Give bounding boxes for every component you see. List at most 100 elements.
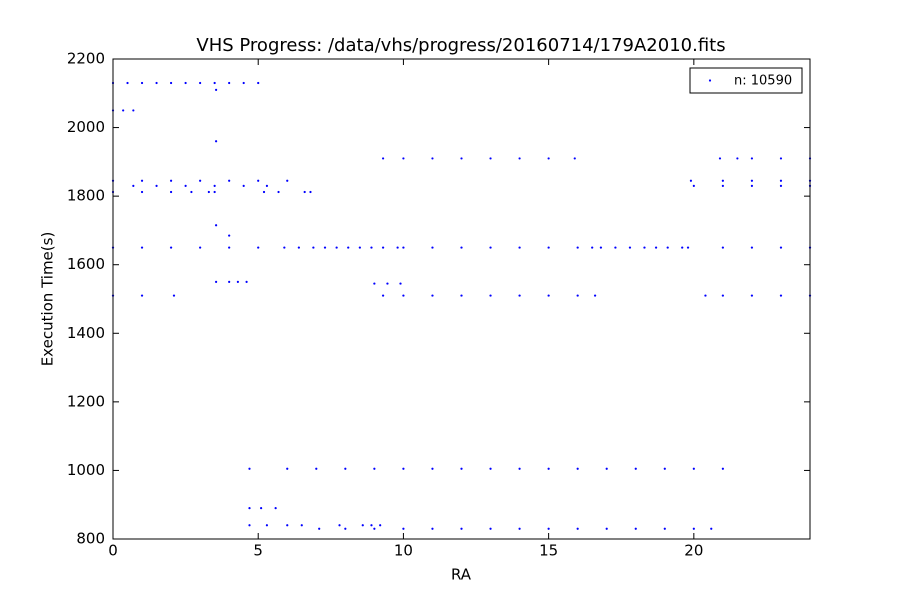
point (155, 184, 158, 187)
x-tick-label: 20 (684, 542, 703, 560)
point (140, 81, 144, 85)
point (265, 524, 269, 527)
point (309, 190, 312, 194)
point (379, 524, 382, 527)
point (518, 527, 521, 530)
point (213, 81, 216, 85)
point (779, 184, 783, 187)
point (599, 246, 603, 249)
point (126, 81, 129, 85)
point (213, 184, 216, 187)
point (431, 246, 434, 249)
point (184, 184, 187, 187)
point (547, 527, 550, 530)
point (169, 179, 173, 182)
point (576, 246, 579, 249)
point (155, 81, 158, 85)
point (312, 246, 315, 249)
point (518, 467, 521, 470)
point (399, 282, 402, 285)
y-tick-label: 1600 (67, 255, 105, 273)
point (248, 507, 251, 510)
y-tick-label: 1800 (67, 187, 105, 205)
point (431, 467, 434, 470)
point (573, 157, 576, 160)
point (576, 467, 579, 470)
point (122, 109, 125, 112)
point (402, 294, 405, 297)
point (489, 294, 492, 297)
point (347, 246, 350, 249)
point (431, 157, 434, 160)
point (721, 246, 724, 249)
point (262, 190, 266, 194)
point (190, 190, 193, 194)
point (199, 246, 202, 249)
point (257, 246, 260, 249)
point (736, 157, 739, 160)
point (236, 280, 239, 283)
point (666, 246, 669, 249)
point (373, 467, 376, 470)
y-tick-label: 2200 (67, 50, 105, 68)
point (431, 294, 434, 297)
plot-frame (112, 58, 811, 540)
point (750, 184, 754, 187)
point (214, 224, 218, 227)
point (370, 524, 373, 527)
point (396, 246, 399, 249)
x-axis-label: RA (451, 566, 472, 584)
point (721, 179, 724, 182)
point (286, 467, 289, 470)
point (132, 109, 135, 112)
point (228, 246, 231, 249)
legend-marker (708, 79, 712, 82)
point (547, 467, 550, 470)
point (460, 294, 463, 297)
point (779, 294, 783, 297)
point (692, 467, 695, 470)
point (686, 246, 690, 249)
point (704, 294, 707, 297)
point (228, 81, 231, 85)
point (248, 524, 251, 527)
point (373, 527, 376, 530)
point (335, 246, 338, 249)
x-tick-label: 0 (108, 542, 118, 560)
point (692, 184, 695, 187)
point (518, 157, 521, 160)
point (460, 467, 463, 470)
point (576, 294, 579, 297)
point (402, 246, 405, 249)
point (274, 507, 277, 510)
point (381, 157, 385, 160)
point (547, 246, 550, 249)
x-tick-label: 15 (539, 542, 558, 560)
point (750, 179, 754, 182)
point (402, 157, 405, 160)
point (547, 294, 550, 297)
point (750, 157, 754, 160)
point (245, 280, 248, 283)
point (710, 527, 713, 530)
point (207, 190, 210, 194)
point (228, 179, 231, 182)
point (242, 81, 245, 85)
point (402, 467, 405, 470)
point (248, 467, 251, 470)
point (338, 524, 341, 527)
point (300, 524, 303, 527)
point (169, 190, 173, 194)
point (605, 467, 608, 470)
point (721, 294, 724, 297)
point (386, 282, 389, 285)
point (593, 294, 597, 297)
x-tick-label: 5 (253, 542, 263, 560)
point (213, 190, 216, 194)
point (381, 246, 385, 249)
y-tick-label: 1400 (67, 324, 105, 342)
point (297, 246, 300, 249)
point (460, 157, 463, 160)
point (257, 179, 260, 182)
